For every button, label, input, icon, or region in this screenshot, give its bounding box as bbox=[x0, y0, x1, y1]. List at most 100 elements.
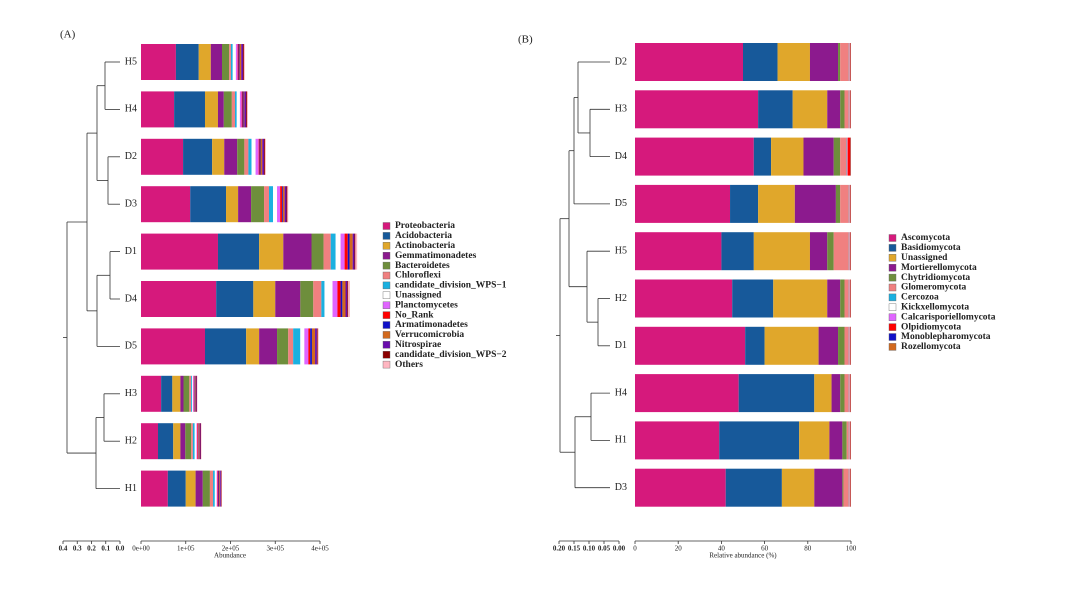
legend-swatch bbox=[889, 264, 896, 271]
dendrogram bbox=[63, 62, 120, 489]
legend-label: Monoblepharomycota bbox=[901, 332, 991, 342]
bar-segment bbox=[819, 327, 838, 365]
x-tick-label: 0 bbox=[633, 545, 637, 553]
bar-segment bbox=[635, 469, 726, 507]
bar-segment bbox=[834, 232, 849, 270]
legend-label: Rozellomycota bbox=[901, 342, 961, 352]
dendrogram-tick-label: 0.4 bbox=[59, 545, 68, 553]
bar-segment bbox=[845, 374, 849, 412]
x-tick-label: 1e+05 bbox=[177, 545, 195, 553]
bar-segment bbox=[218, 234, 259, 270]
bar-segment bbox=[285, 186, 287, 222]
bar-segment bbox=[191, 376, 192, 412]
bar-segment bbox=[184, 376, 190, 412]
bar-segment bbox=[754, 232, 810, 270]
bar-segment bbox=[217, 471, 218, 507]
category-label: D3 bbox=[615, 482, 627, 493]
bar-segment bbox=[237, 91, 240, 127]
bar-segment bbox=[312, 328, 315, 364]
bar-segment bbox=[336, 234, 341, 270]
bar-segment bbox=[771, 138, 803, 176]
legend-swatch bbox=[889, 294, 896, 301]
bar-segment bbox=[224, 91, 232, 127]
bar-segment bbox=[318, 328, 319, 364]
dendrogram-tick-label: 0.20 bbox=[553, 545, 566, 553]
bar-segment bbox=[311, 234, 323, 270]
bar-segment bbox=[161, 376, 172, 412]
legend-label: Armatimonadetes bbox=[395, 320, 468, 330]
bar-segment bbox=[840, 374, 844, 412]
bar-segment bbox=[308, 328, 310, 364]
bar-segment bbox=[827, 280, 840, 318]
bar-segment bbox=[248, 139, 251, 175]
legend-swatch bbox=[383, 351, 390, 358]
bar-segment bbox=[346, 281, 348, 317]
bar-segment bbox=[212, 139, 224, 175]
bar-segment bbox=[827, 90, 840, 128]
bar-segment bbox=[246, 328, 259, 364]
bar-segment bbox=[186, 471, 196, 507]
legend-label: Bacteroidetes bbox=[395, 261, 450, 271]
bar-segment bbox=[331, 234, 336, 270]
bar-segment bbox=[195, 376, 196, 412]
bar-segment bbox=[773, 280, 827, 318]
bar-segment bbox=[814, 469, 842, 507]
bar-segment bbox=[244, 91, 246, 127]
bar-segment bbox=[838, 43, 840, 81]
bar-segment bbox=[635, 280, 732, 318]
x-tick-label: 100 bbox=[846, 545, 857, 553]
category-label: H2 bbox=[125, 435, 137, 446]
legend-label: Chloroflexi bbox=[395, 271, 441, 281]
bar-segment bbox=[848, 138, 851, 176]
bar-segment bbox=[730, 185, 758, 223]
bar-segment bbox=[243, 91, 244, 127]
category-label: H1 bbox=[125, 483, 137, 494]
legend-label: Basidiomycota bbox=[901, 243, 961, 253]
bar-segment bbox=[840, 138, 846, 176]
bar-segment bbox=[222, 44, 229, 80]
bar-segment bbox=[845, 327, 849, 365]
bar-segment bbox=[197, 423, 198, 459]
panel-label: (A) bbox=[60, 29, 76, 41]
bar-segment bbox=[333, 281, 338, 317]
legend-swatch bbox=[383, 282, 390, 289]
legend-label: Gemmatimonadetes bbox=[395, 251, 477, 261]
bar-segment bbox=[240, 91, 242, 127]
dendrogram-tick-label: 0.15 bbox=[568, 545, 581, 553]
bar-segment bbox=[244, 139, 248, 175]
bar-segment bbox=[251, 186, 264, 222]
legend-swatch bbox=[383, 242, 390, 249]
bar-segment bbox=[635, 421, 719, 459]
bar-segment bbox=[838, 327, 844, 365]
bar-segment bbox=[765, 327, 819, 365]
category-label: D3 bbox=[125, 198, 137, 209]
legend-swatch bbox=[383, 232, 390, 239]
bar-segment bbox=[264, 186, 269, 222]
bar-segment bbox=[832, 374, 841, 412]
bar-segment bbox=[218, 91, 224, 127]
bar-segment bbox=[218, 471, 219, 507]
bar-segment bbox=[277, 186, 280, 222]
bar-segment bbox=[259, 139, 260, 175]
bar-segment bbox=[283, 234, 311, 270]
legend-swatch bbox=[383, 272, 390, 279]
bar-segment bbox=[778, 43, 810, 81]
bar-segment bbox=[252, 139, 256, 175]
bar-segment bbox=[259, 328, 277, 364]
bar-segment bbox=[803, 138, 833, 176]
bar-segment bbox=[635, 327, 745, 365]
legend-label: No_Rank bbox=[395, 310, 434, 320]
bar-segment bbox=[754, 138, 771, 176]
dendrogram-tick-label: 0.10 bbox=[583, 545, 596, 553]
dendrogram-tick-label: 0.00 bbox=[613, 545, 626, 553]
bar-segment bbox=[793, 90, 828, 128]
bar-segment bbox=[300, 281, 313, 317]
bar-segment bbox=[782, 469, 814, 507]
legend-label: Glomeromycota bbox=[901, 283, 966, 293]
bar-segment bbox=[850, 43, 851, 81]
legend-label: Ascomycota bbox=[901, 233, 950, 243]
bar-segment bbox=[840, 280, 844, 318]
legend-swatch bbox=[889, 284, 896, 291]
bar-segment bbox=[193, 423, 195, 459]
